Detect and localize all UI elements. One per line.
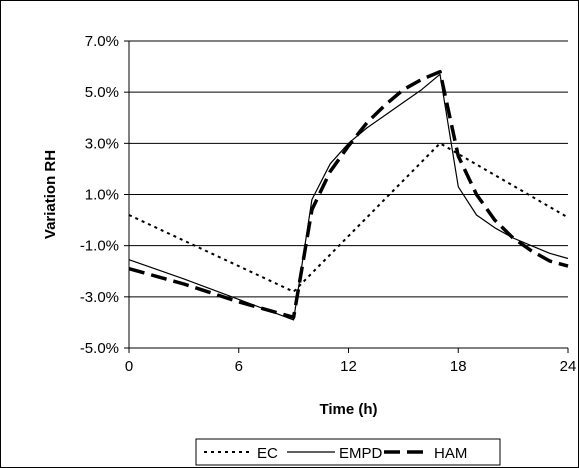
series-line-empd [128,73,569,321]
series-lines [128,69,569,321]
x-axis-title: Time (h) [319,401,377,418]
x-tick-label: 6 [235,358,243,375]
y-tick-label: -5.0% [80,340,119,357]
series-line-ec [128,142,569,293]
legend-label-ec: EC [257,445,278,462]
y-tick-label: 7.0% [85,33,119,50]
x-tick-labels: 0 6 12 18 24 [125,358,577,375]
x-tick-label: 18 [450,358,467,375]
y-tick-label: -1.0% [80,238,119,255]
y-tick-label: 1.0% [85,187,119,204]
y-tick-label: 3.0% [85,135,119,152]
axes [124,40,569,353]
series-line-ham [128,69,569,320]
y-axis-title: Variation RH [42,150,59,239]
gridlines [129,40,568,298]
y-tick-labels: 7.0% 5.0% 3.0% 1.0% -1.0% -3.0% -5.0% [80,33,119,357]
legend-label-ham: HAM [434,445,467,462]
x-tick-label: 24 [560,358,577,375]
x-tick-label: 12 [340,358,357,375]
legend-label-empd: EMPD [339,445,383,462]
y-tick-label: 5.0% [85,84,119,101]
x-tick-label: 0 [125,358,133,375]
legend: EC EMPD HAM [195,438,501,466]
y-tick-label: -3.0% [80,289,119,306]
